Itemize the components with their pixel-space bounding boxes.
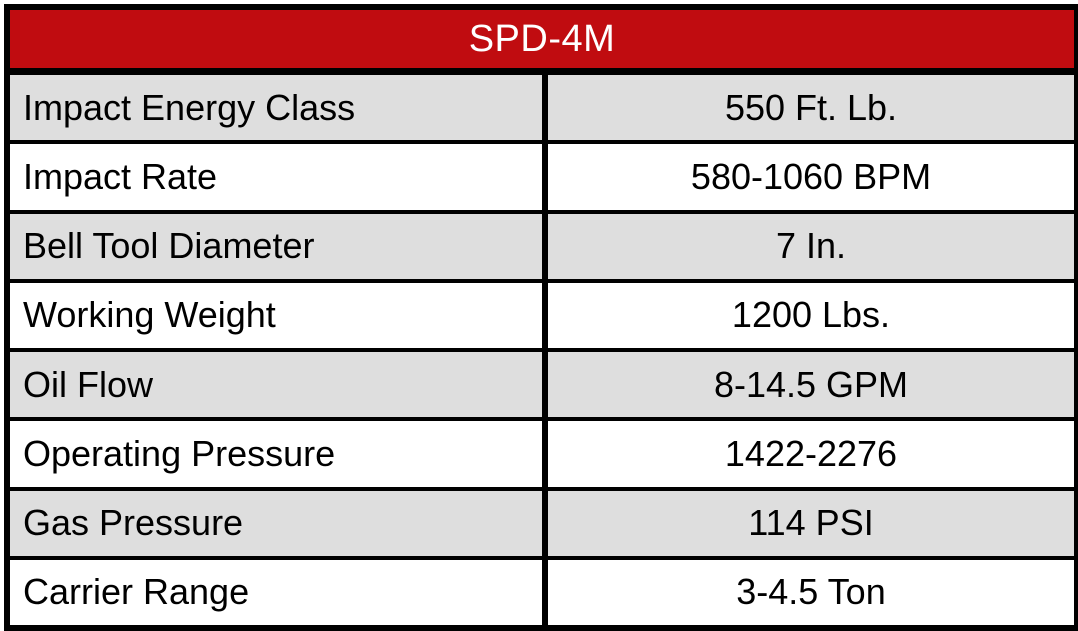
table-row: Impact Rate 580-1060 BPM <box>10 144 1074 214</box>
spec-table: SPD-4M Impact Energy Class 550 Ft. Lb. I… <box>4 4 1078 631</box>
table-row: Oil Flow 8-14.5 GPM <box>10 352 1074 422</box>
spec-label: Working Weight <box>23 294 276 336</box>
table-row: Impact Energy Class 550 Ft. Lb. <box>10 75 1074 145</box>
table-row: Bell Tool Diameter 7 In. <box>10 213 1074 283</box>
spec-value: 550 Ft. Lb. <box>542 75 1074 141</box>
spec-label: Impact Rate <box>23 155 218 197</box>
table-row: Gas Pressure 114 PSI <box>10 490 1074 560</box>
spec-value: 1200 Lbs. <box>542 282 1074 348</box>
spec-value: 1422-2276 <box>542 421 1074 487</box>
spec-value: 580-1060 BPM <box>542 144 1074 210</box>
spec-label: Impact Energy Class <box>23 86 356 128</box>
spec-label: Oil Flow <box>23 363 154 405</box>
table-row: Operating Pressure 1422-2276 <box>10 421 1074 491</box>
spec-label: Bell Tool Diameter <box>23 225 315 267</box>
spec-label: Carrier Range <box>23 571 250 613</box>
spec-value: 7 In. <box>542 213 1074 279</box>
spec-value: 114 PSI <box>542 490 1074 556</box>
product-model-title: SPD-4M <box>468 17 616 60</box>
spec-label: Gas Pressure <box>23 502 244 544</box>
spec-label: Operating Pressure <box>23 432 336 474</box>
table-header: SPD-4M <box>10 10 1074 75</box>
table-row: Carrier Range 3-4.5 Ton <box>10 559 1074 625</box>
spec-value: 3-4.5 Ton <box>542 559 1074 625</box>
spec-value: 8-14.5 GPM <box>542 352 1074 418</box>
table-row: Working Weight 1200 Lbs. <box>10 282 1074 352</box>
